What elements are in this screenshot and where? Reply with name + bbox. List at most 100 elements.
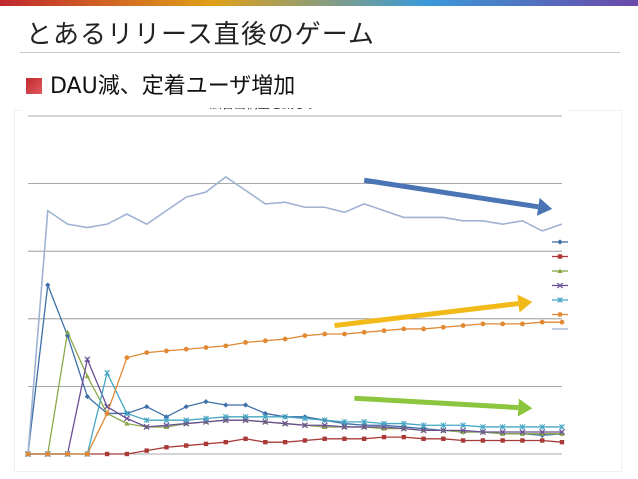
data-point <box>460 429 466 435</box>
data-point <box>163 414 170 420</box>
series-line-4day <box>28 370 562 455</box>
slide-title: とあるリリース直後のゲーム <box>26 20 375 50</box>
series-line-2day <box>28 330 562 455</box>
data-point <box>144 350 150 355</box>
data-point <box>500 321 506 327</box>
data-point <box>184 443 189 448</box>
data-point <box>322 331 328 337</box>
data-point <box>479 429 486 436</box>
data-point <box>539 429 546 436</box>
legend: Install1day2day3day4day5dayDAU <box>552 239 593 334</box>
data-point <box>64 333 71 339</box>
data-point <box>104 451 110 457</box>
data-point <box>460 323 466 328</box>
data-point <box>460 438 466 443</box>
data-point <box>302 438 308 443</box>
top-accent-bar <box>0 0 638 6</box>
data-point <box>519 429 526 436</box>
bullet-square-icon <box>26 78 42 94</box>
data-point <box>556 282 564 289</box>
series-line-5day <box>28 321 562 455</box>
data-point <box>144 404 150 410</box>
data-point <box>65 451 70 457</box>
data-point <box>124 420 130 426</box>
data-point <box>540 438 545 443</box>
data-point <box>558 429 566 436</box>
data-point <box>381 328 387 334</box>
data-point <box>223 402 229 408</box>
data-point <box>183 346 189 352</box>
data-point <box>400 425 407 432</box>
title-underline <box>20 52 620 53</box>
data-point <box>84 451 90 457</box>
data-point <box>282 420 289 427</box>
data-point <box>144 448 149 453</box>
data-point <box>262 418 269 425</box>
data-point <box>381 426 387 431</box>
data-point <box>420 427 427 434</box>
data-point <box>84 356 91 363</box>
data-point <box>104 411 110 416</box>
data-point <box>381 434 387 440</box>
data-point <box>559 319 565 325</box>
data-point <box>539 431 545 436</box>
data-point <box>84 393 90 400</box>
data-point <box>223 439 228 445</box>
series-line-1day <box>28 436 563 455</box>
data-point <box>421 436 426 441</box>
data-point <box>480 321 486 327</box>
data-point <box>223 343 229 349</box>
series-line-3day <box>28 357 562 455</box>
data-point <box>64 329 71 335</box>
data-point <box>401 434 406 440</box>
trend-arrow-shaft <box>334 301 519 329</box>
annotations: ↓広告出稿量を減らす <box>200 96 318 111</box>
data-point <box>243 340 248 345</box>
data-point <box>203 345 209 350</box>
data-point <box>45 282 51 288</box>
data-point <box>321 422 328 429</box>
data-point <box>164 445 169 450</box>
data-point <box>45 451 51 457</box>
data-point <box>302 333 308 339</box>
data-point <box>301 422 308 429</box>
data-point <box>557 239 563 245</box>
data-point <box>500 431 506 436</box>
data-point <box>282 336 288 342</box>
trend-arrow-head <box>517 294 533 313</box>
data-point <box>341 423 348 430</box>
data-point <box>361 423 368 430</box>
data-point <box>143 423 150 430</box>
data-point <box>440 324 446 330</box>
line-chart: ↓広告出稿量を減らす Install1day2day3day4day5dayDA… <box>24 96 593 458</box>
series-markers <box>24 282 566 458</box>
data-point <box>124 451 130 457</box>
data-point <box>559 439 565 445</box>
data-point <box>183 404 189 410</box>
data-point <box>557 312 563 317</box>
trend-arrow-head <box>536 197 553 216</box>
annotation-text: ↓広告出稿量を減らす <box>200 108 318 111</box>
data-point <box>557 268 563 273</box>
data-point <box>440 427 447 434</box>
series-line-dau <box>27 175 563 455</box>
data-point <box>480 438 486 443</box>
data-point <box>520 438 525 443</box>
trend-arrow-head <box>517 398 533 417</box>
data-point <box>401 326 407 332</box>
data-point <box>322 424 328 429</box>
data-point <box>342 331 347 337</box>
chart-area: ↓広告出稿量を減らす Install1day2day3day4day5dayDA… <box>22 96 593 470</box>
data-point <box>322 436 327 441</box>
data-point <box>262 338 268 344</box>
data-point <box>263 439 268 445</box>
data-point <box>362 436 367 441</box>
data-point <box>243 436 248 441</box>
data-point <box>519 431 526 436</box>
trend-arrow-shaft <box>354 395 519 411</box>
trend-arrow-shaft <box>363 177 539 210</box>
slide-subtitle: DAU減、定着ユーザ増加 <box>50 74 296 99</box>
data-point <box>84 373 90 379</box>
data-point <box>123 415 130 422</box>
data-point <box>163 424 170 429</box>
